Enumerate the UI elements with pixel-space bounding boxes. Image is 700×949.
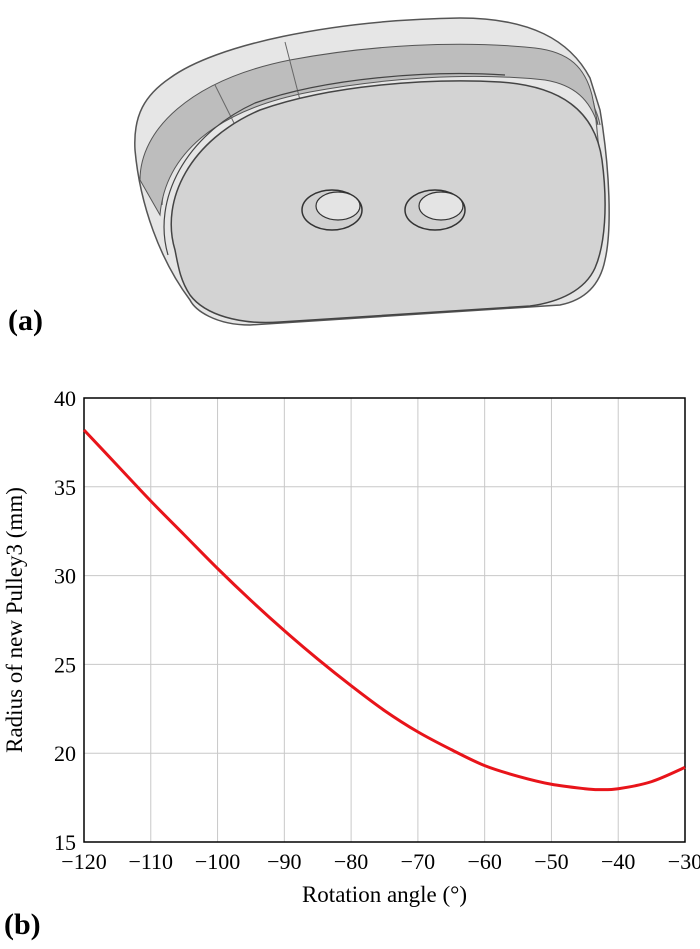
y-tick-label: 25 — [54, 652, 76, 677]
panel-label-a: (a) — [8, 304, 43, 337]
series-line-0 — [82, 428, 686, 792]
x-tick-label: −70 — [401, 849, 435, 874]
pulley-face-edge — [163, 72, 506, 256]
plot-frame — [83, 397, 686, 843]
x-tick-label: −120 — [61, 849, 106, 874]
y-tick-label: 30 — [54, 564, 76, 589]
grid-lines — [83, 397, 686, 843]
y-tick-label: 35 — [54, 475, 76, 500]
axis-ticks: −120 −110 −100 −90 −80 −70 −60 −50 −40 −30 15 20 25 3… — [54, 386, 700, 874]
y-tick-label: 15 — [54, 830, 76, 855]
x-tick-label: −90 — [267, 849, 301, 874]
pulley-front-face — [170, 80, 606, 324]
panel-label-b: (b) — [4, 908, 41, 941]
x-tick-label: −50 — [534, 849, 568, 874]
pulley-illustration — [134, 17, 610, 326]
x-tick-label: −80 — [334, 849, 368, 874]
series-layer — [82, 428, 686, 792]
x-tick-label: −40 — [601, 849, 635, 874]
y-axis-label: Radius of new Pulley3 (mm) — [2, 487, 27, 753]
x-tick-label: −60 — [467, 849, 501, 874]
x-tick-label: −100 — [195, 849, 240, 874]
x-tick-label: −30 — [668, 849, 700, 874]
x-tick-label: −110 — [128, 849, 173, 874]
hole-right — [404, 189, 466, 231]
y-tick-label: 40 — [54, 386, 76, 411]
pulley-groove-band — [139, 43, 599, 217]
hole-left — [301, 189, 363, 231]
radius-chart: −120 −110 −100 −90 −80 −70 −60 −50 −40 −30 15 20 25 3… — [2, 386, 700, 907]
y-tick-label: 20 — [54, 741, 76, 766]
x-axis-label: Rotation angle (°) — [302, 882, 467, 907]
